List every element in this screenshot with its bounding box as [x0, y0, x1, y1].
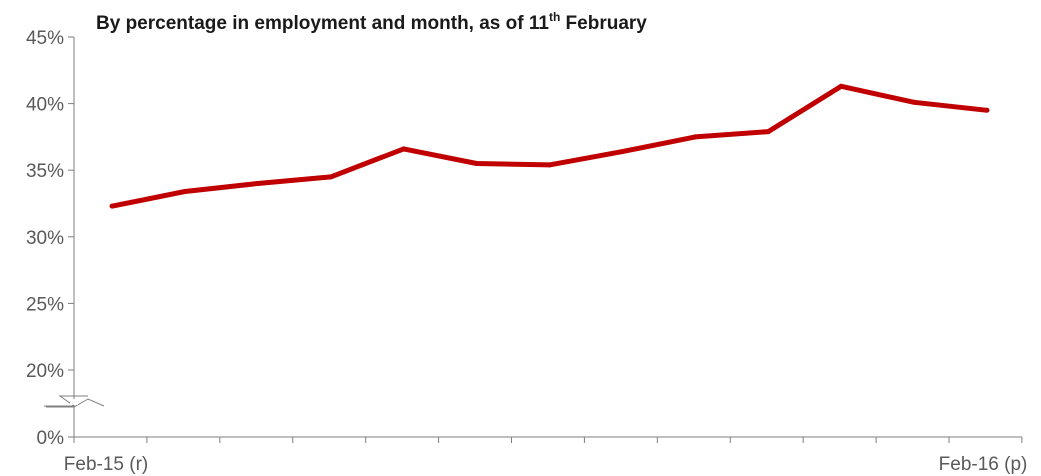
- axis-break-marker: [44, 395, 105, 408]
- data-point: [474, 161, 480, 167]
- data-point: [911, 99, 917, 105]
- chart-title: By percentage in employment and month, a…: [96, 10, 647, 34]
- y-tick-label: 0%: [37, 428, 65, 449]
- data-point: [401, 146, 407, 152]
- data-point: [547, 162, 552, 168]
- x-tick-label-last: Feb-16 (p): [939, 454, 1028, 475]
- y-axis: 0% 20% 25% 30% 35% 40% 45%: [26, 28, 75, 449]
- y-tick-label: 30%: [26, 228, 64, 249]
- axis-break-lower: [46, 398, 105, 408]
- chart-title-main: By percentage in employment and month, a…: [96, 13, 549, 34]
- y-tick-label: 25%: [26, 294, 64, 315]
- data-point: [255, 181, 261, 187]
- y-tick-label: 45%: [26, 28, 64, 49]
- series-layer: [109, 83, 990, 209]
- x-tick-label-first: Feb-15 (r): [64, 454, 148, 475]
- chart-title-suffix: February: [560, 13, 647, 34]
- axis-break-upper: [44, 395, 88, 407]
- data-point: [692, 134, 698, 140]
- data-point: [765, 129, 771, 135]
- y-tick-label: 20%: [26, 361, 64, 382]
- data-point: [109, 203, 115, 209]
- chart-title-superscript: th: [549, 10, 560, 24]
- y-tick-label: 40%: [26, 95, 64, 116]
- axis-break-gap: [70, 399, 78, 405]
- data-point: [984, 107, 990, 113]
- data-point: [182, 189, 188, 195]
- data-point: [838, 83, 844, 89]
- x-axis: Feb-15 (r) Feb-16 (p): [64, 436, 1028, 475]
- y-tick-label: 35%: [26, 161, 64, 182]
- data-point: [328, 174, 334, 180]
- series-line: [111, 83, 988, 209]
- data-point: [619, 149, 625, 155]
